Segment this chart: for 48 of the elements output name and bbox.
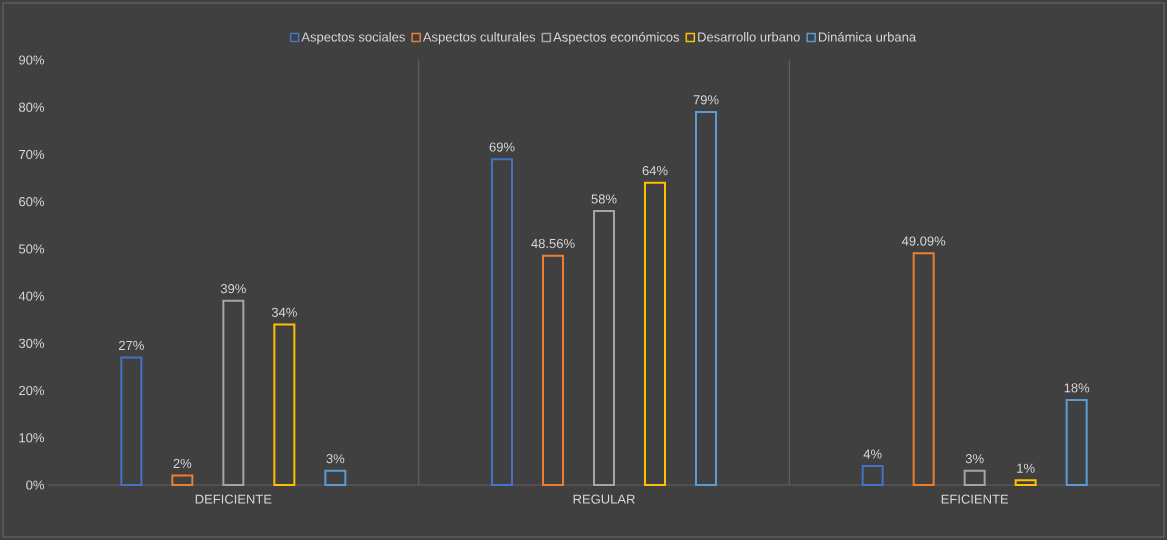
data-label: 27% <box>119 340 144 350</box>
y-tick-label: 50% <box>18 244 45 254</box>
legend-label: Dinámica urbana <box>818 31 917 42</box>
bar <box>491 158 514 486</box>
x-tick-label: DEFICIENTE <box>195 494 272 504</box>
bar <box>593 210 616 486</box>
bar <box>171 474 194 486</box>
legend-label: Aspectos sociales <box>301 32 405 45</box>
data-label: 39% <box>220 284 246 294</box>
y-tick-label: 90% <box>19 55 45 65</box>
x-tick-label: REGULAR <box>573 494 635 504</box>
legend-label: Aspectos económicos <box>553 31 680 45</box>
data-label: 3% <box>326 454 345 464</box>
x-tick-label: EFICIENTE <box>941 494 1009 504</box>
y-tick-label: 60% <box>19 197 45 207</box>
data-label: 4% <box>863 449 882 459</box>
bar <box>695 110 717 486</box>
bar <box>222 299 245 486</box>
data-label: 69% <box>489 142 515 152</box>
data-label: 49.09% <box>901 236 946 246</box>
y-tick-label: 0% <box>26 480 45 490</box>
bar <box>861 465 884 486</box>
data-label: 58% <box>591 194 617 204</box>
bar <box>120 356 143 486</box>
data-label: 48.56% <box>531 238 575 249</box>
legend-label: Aspectos culturales <box>422 32 536 45</box>
data-label: 34% <box>271 307 297 317</box>
bar <box>963 469 986 486</box>
y-tick-label: 80% <box>19 102 45 112</box>
y-tick-label: 20% <box>19 385 45 396</box>
bar <box>542 254 565 486</box>
data-label: 1% <box>1017 463 1035 473</box>
y-tick-label: 70% <box>19 149 45 160</box>
data-label: 2% <box>173 458 192 469</box>
y-tick-label: 40% <box>18 291 45 301</box>
bar <box>273 323 296 486</box>
data-label: 3% <box>965 454 984 464</box>
y-tick-label: 10% <box>19 433 45 443</box>
bar <box>1014 479 1037 486</box>
bar <box>1065 398 1088 486</box>
bar <box>912 252 935 486</box>
bar <box>324 469 347 486</box>
bar <box>644 181 667 486</box>
data-label: 18% <box>1064 383 1090 393</box>
data-label: 79% <box>693 95 719 105</box>
y-tick-label: 30% <box>18 338 45 348</box>
legend-label: Desarrollo urbano <box>698 32 800 42</box>
data-label: 64% <box>642 166 668 176</box>
